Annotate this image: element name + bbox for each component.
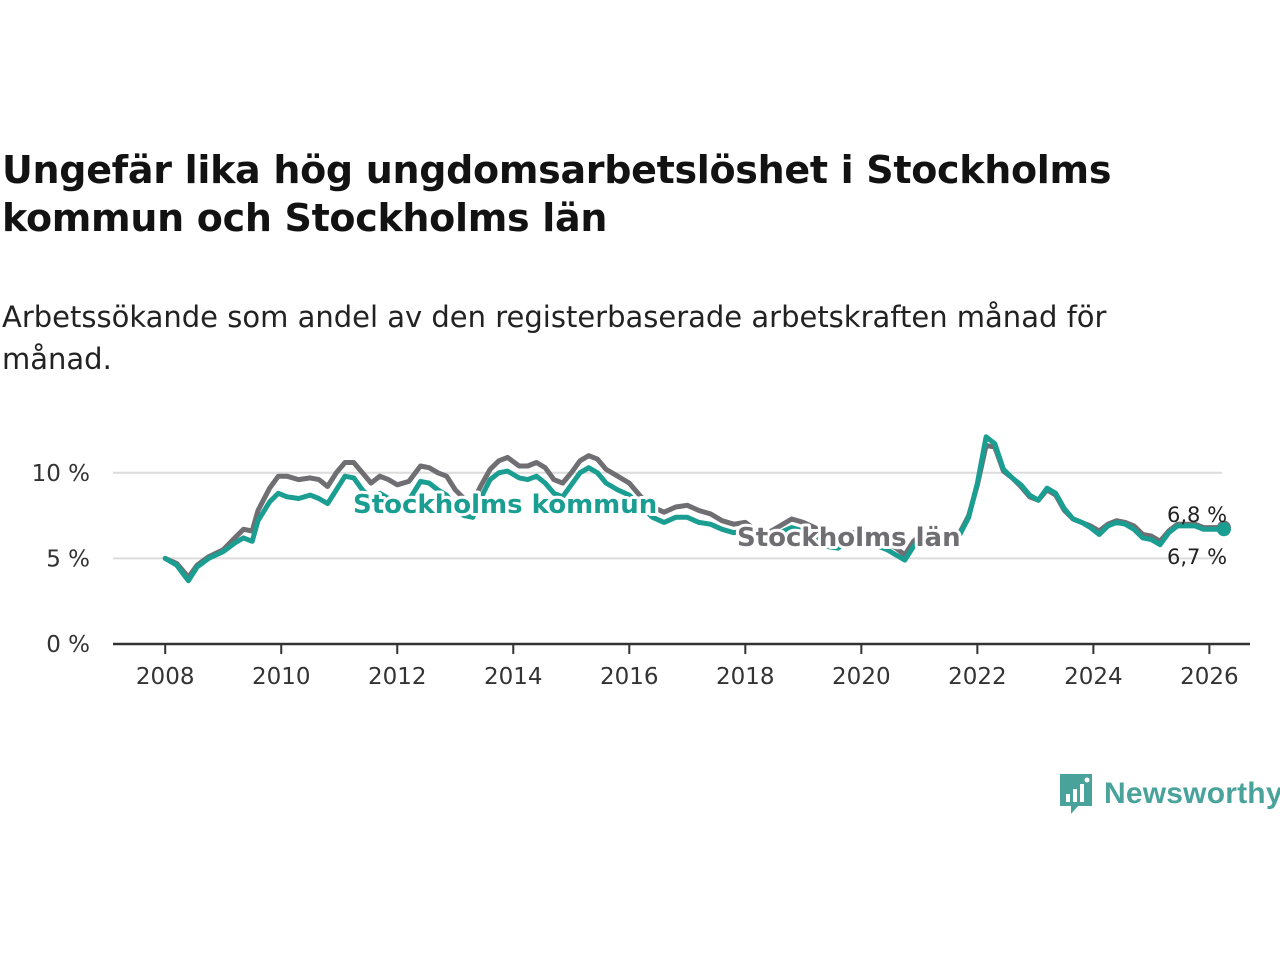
end-value-label-lan: 6,8 % (1167, 503, 1227, 527)
series-label-stockholms-kommun: Stockholms kommun (353, 490, 657, 520)
x-tick-label: 2018 (716, 664, 775, 690)
series-end-point (1216, 522, 1231, 537)
x-tick-label: 2026 (1180, 664, 1239, 690)
line-chart: 0 %5 %10 % 2008 2010 2012 2014 2016 2018 2020 2… (32, 434, 1250, 690)
y-tick-label: 0 % (46, 632, 90, 658)
series-lines (162, 434, 1231, 584)
x-tick-label: 2012 (368, 664, 427, 690)
series-labels: Stockholms län Stockholms kommun 6,8 % 6,7 … (350, 487, 1227, 569)
x-axis: 2008 2010 2012 2014 2016 2018 2020 2022 2024 2026 (113, 642, 1250, 690)
x-tick-label: 2020 (832, 664, 891, 690)
newsworthy-logo: Newsworthy (1058, 772, 1280, 816)
x-tick-label: 2016 (600, 664, 659, 690)
chart-subtitle: Arbetssökande som andel av den registerb… (2, 300, 1107, 376)
x-tick-label: 2008 (136, 664, 195, 690)
x-tick-label: 2014 (484, 664, 543, 690)
y-tick-label: 10 % (32, 461, 90, 487)
chart-title: Ungefär lika hög ungdomsarbetslöshet i S… (2, 148, 1112, 240)
x-tick-label: 2010 (252, 664, 311, 690)
gridlines (113, 471, 1222, 560)
y-axis: 0 % 5 % 10 % (32, 461, 90, 658)
newsworthy-logo-icon (1060, 774, 1092, 814)
newsworthy-logo-text: Newsworthy (1104, 777, 1280, 810)
y-tick-label: 5 % (46, 546, 90, 572)
series-line-stockholms-kommun (162, 434, 1227, 584)
series-label-stockholms-lan: Stockholms län (737, 523, 961, 553)
x-tick-label: 2022 (948, 664, 1007, 690)
x-tick-label: 2024 (1064, 664, 1123, 690)
end-value-label-kommun: 6,7 % (1167, 545, 1227, 569)
